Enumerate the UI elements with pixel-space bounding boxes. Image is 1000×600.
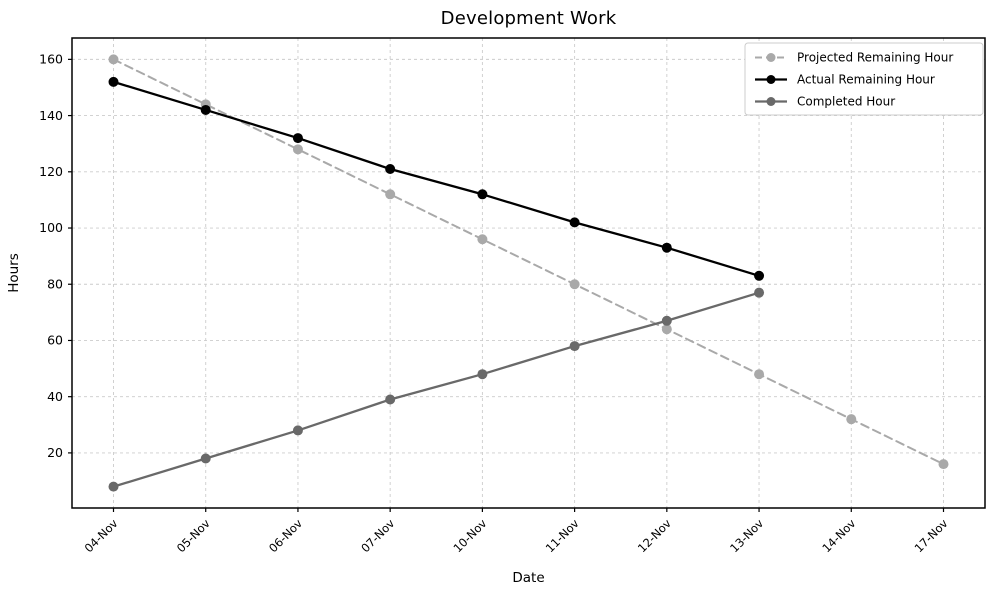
series-line-completed-hour xyxy=(112,291,761,488)
series-marker-completed-hour xyxy=(385,394,396,405)
series-marker-projected-remaining-hour xyxy=(661,324,672,335)
series-marker-actual-remaining-hour xyxy=(108,76,119,87)
series-marker-projected-remaining-hour xyxy=(569,279,580,290)
y-tick-label: 160 xyxy=(39,52,63,67)
series-marker-projected-remaining-hour xyxy=(846,414,857,425)
x-tick-label: 17-Nov xyxy=(912,516,951,555)
series-marker-actual-remaining-hour xyxy=(385,163,396,174)
series-marker-actual-remaining-hour xyxy=(200,104,211,115)
series-marker-projected-remaining-hour xyxy=(108,54,119,65)
x-tick-label: 12-Nov xyxy=(635,516,674,555)
series-marker-completed-hour xyxy=(477,369,488,380)
y-tick-label: 140 xyxy=(39,108,63,123)
series-line-actual-remaining-hour xyxy=(112,80,761,277)
series-marker-projected-remaining-hour xyxy=(477,234,488,245)
series-marker-actual-remaining-hour xyxy=(754,270,765,281)
series-marker-actual-remaining-hour xyxy=(292,133,303,144)
series-marker-projected-remaining-hour xyxy=(754,369,765,380)
legend-marker-sample xyxy=(766,75,776,84)
x-tick-label: 13-Nov xyxy=(727,516,766,555)
series-marker-projected-remaining-hour xyxy=(292,144,303,155)
x-axis-label: Date xyxy=(512,570,545,586)
series-marker-actual-remaining-hour xyxy=(569,217,580,228)
y-tick-label: 100 xyxy=(39,220,63,235)
y-tick-label: 20 xyxy=(47,445,63,460)
y-tick-label: 60 xyxy=(47,333,63,348)
series-marker-projected-remaining-hour xyxy=(938,459,949,470)
y-tick-label: 40 xyxy=(47,389,63,404)
legend-box xyxy=(744,42,984,116)
series-marker-completed-hour xyxy=(200,453,211,464)
plot-border xyxy=(71,37,986,509)
series-marker-actual-remaining-hour xyxy=(661,242,672,253)
x-tick-label: 14-Nov xyxy=(819,516,858,555)
x-tick-label: 06-Nov xyxy=(266,516,305,555)
series-marker-completed-hour xyxy=(108,481,119,492)
series-marker-projected-remaining-hour xyxy=(385,189,396,200)
x-tick-label: 10-Nov xyxy=(450,516,489,555)
legend-marker-sample xyxy=(766,53,776,62)
legend-marker-sample xyxy=(766,97,776,106)
y-tick-label: 80 xyxy=(47,276,63,291)
y-tick-label: 120 xyxy=(39,164,63,179)
x-tick-label: 04-Nov xyxy=(82,516,121,555)
series-marker-completed-hour xyxy=(754,287,765,298)
x-tick-label: 07-Nov xyxy=(358,516,397,555)
x-tick-label: 05-Nov xyxy=(174,516,213,555)
legend-label: Completed Hour xyxy=(797,95,895,109)
legend-label: Projected Remaining Hour xyxy=(797,51,953,65)
series-marker-completed-hour xyxy=(661,315,672,326)
series-marker-actual-remaining-hour xyxy=(477,189,488,200)
series-marker-completed-hour xyxy=(569,341,580,352)
chart-title: Development Work xyxy=(440,8,617,29)
x-tick-label: 11-Nov xyxy=(543,516,582,555)
series-marker-completed-hour xyxy=(292,425,303,436)
legend-label: Actual Remaining Hour xyxy=(797,73,935,87)
series-line-projected-remaining-hour xyxy=(112,58,945,466)
y-axis-label: Hours xyxy=(6,253,22,293)
